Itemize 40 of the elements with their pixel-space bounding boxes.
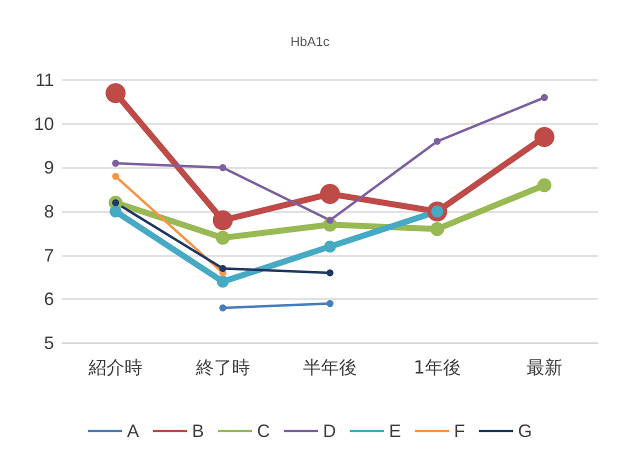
y-tick-label: 5: [44, 333, 54, 353]
x-tick-label: 紹介時: [88, 358, 143, 378]
y-tick-label: 6: [44, 289, 54, 310]
point: [219, 304, 226, 312]
point: [216, 276, 229, 288]
legend-label: F: [454, 421, 466, 441]
y-tick-label: 10: [34, 114, 54, 134]
legend-label: G: [518, 421, 532, 441]
point: [106, 83, 126, 104]
x-tick-label: 終了時: [194, 358, 250, 378]
point: [219, 164, 226, 172]
point: [320, 184, 340, 204]
y-tick-label: 11: [35, 70, 54, 90]
x-tick-label: 半年後: [303, 358, 357, 378]
point: [110, 206, 122, 218]
point: [112, 172, 120, 180]
legend-label: B: [192, 421, 204, 441]
point: [324, 240, 336, 253]
legend-label: D: [323, 421, 336, 441]
point: [326, 216, 334, 224]
y-tick-label: 9: [44, 158, 54, 178]
legend-label: A: [126, 421, 140, 441]
point: [219, 264, 226, 272]
point: [540, 94, 548, 102]
point: [326, 300, 334, 308]
point: [537, 178, 552, 192]
point: [112, 160, 120, 167]
chart-title: HbA1c: [290, 34, 330, 49]
point: [216, 230, 230, 245]
legend-label: E: [389, 421, 402, 441]
point: [430, 222, 444, 236]
x-tick-label: 最新: [526, 358, 562, 378]
y-tick-label: 7: [44, 245, 54, 266]
point: [434, 138, 441, 145]
point: [326, 269, 334, 276]
point: [534, 126, 554, 147]
x-tick-label: 1年後: [413, 358, 461, 378]
y-tick-label: 8: [44, 202, 54, 222]
point: [212, 210, 233, 230]
legend-label: C: [257, 421, 270, 441]
